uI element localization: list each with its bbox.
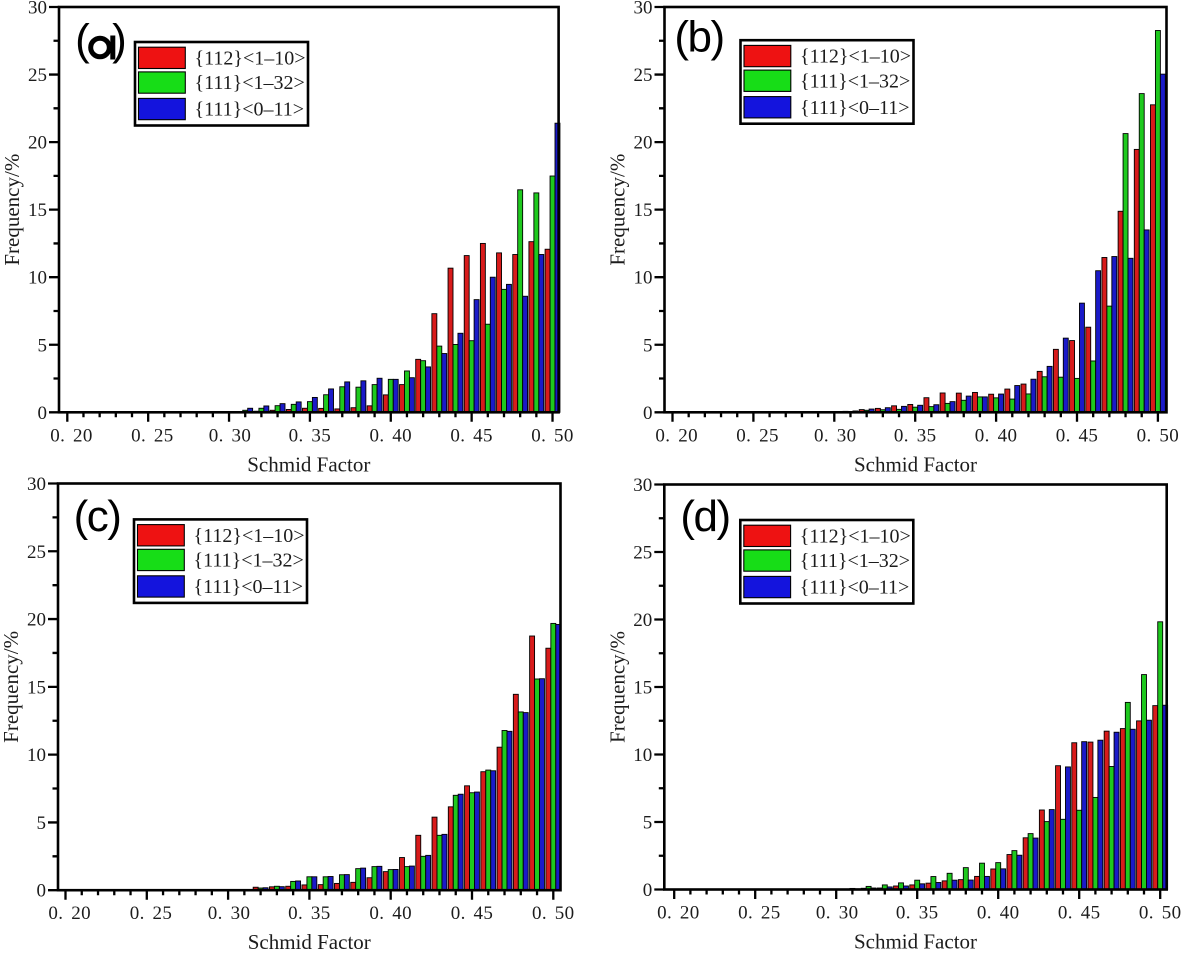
svg-text:0. 30: 0. 30 — [816, 903, 859, 924]
svg-text:(c): (c) — [74, 492, 121, 541]
svg-text:5: 5 — [643, 335, 653, 356]
svg-text:0. 35: 0. 35 — [289, 425, 332, 446]
svg-text:{111}<0–11>: {111}<0–11> — [195, 99, 305, 121]
svg-text:{112}<1–10>: {112}<1–10> — [194, 525, 305, 547]
svg-text:0. 25: 0. 25 — [738, 903, 781, 924]
svg-text:0. 50: 0. 50 — [1137, 425, 1180, 446]
svg-text:10: 10 — [633, 745, 652, 766]
svg-text:20: 20 — [634, 133, 653, 154]
svg-text:0: 0 — [643, 403, 653, 424]
svg-text:10: 10 — [28, 268, 47, 289]
svg-text:Frequency/%: Frequency/% — [605, 631, 629, 743]
svg-text:(b): (b) — [674, 13, 723, 62]
svg-text:20: 20 — [28, 133, 47, 154]
svg-text:0. 40: 0. 40 — [369, 903, 412, 924]
svg-text:0. 40: 0. 40 — [369, 425, 412, 446]
svg-text:30: 30 — [634, 0, 653, 19]
svg-text:0. 45: 0. 45 — [1058, 903, 1101, 924]
svg-text:0. 25: 0. 25 — [131, 425, 174, 446]
svg-text:0. 35: 0. 35 — [894, 425, 937, 446]
svg-text:Schmid Factor: Schmid Factor — [247, 452, 370, 476]
svg-text:15: 15 — [633, 678, 652, 699]
svg-text:25: 25 — [633, 543, 652, 564]
svg-text:Frequency/%: Frequency/% — [0, 154, 24, 266]
svg-text:{112}<1–10>: {112}<1–10> — [800, 46, 911, 68]
svg-text:{111}<1–32>: {111}<1–32> — [800, 550, 910, 572]
svg-text:25: 25 — [27, 542, 46, 563]
svg-text:0. 30: 0. 30 — [208, 903, 251, 924]
svg-text:0. 25: 0. 25 — [130, 903, 173, 924]
svg-text:Schmid Factor: Schmid Factor — [854, 930, 977, 954]
svg-text:0: 0 — [38, 403, 48, 424]
svg-text:0. 45: 0. 45 — [451, 903, 494, 924]
svg-text:(: ( — [75, 16, 90, 65]
svg-text:0. 25: 0. 25 — [736, 425, 779, 446]
svg-text:30: 30 — [27, 474, 46, 495]
svg-text:{111}<0–11>: {111}<0–11> — [800, 97, 910, 119]
svg-text:0. 30: 0. 30 — [814, 425, 857, 446]
svg-text:0. 20: 0. 20 — [48, 903, 91, 924]
svg-text:0. 50: 0. 50 — [531, 425, 574, 446]
svg-text:10: 10 — [634, 268, 653, 289]
svg-text:5: 5 — [37, 813, 47, 834]
svg-text:0. 35: 0. 35 — [896, 903, 939, 924]
svg-text:0. 35: 0. 35 — [288, 903, 331, 924]
svg-text:25: 25 — [28, 65, 47, 86]
svg-text:15: 15 — [27, 677, 46, 698]
svg-text:0. 30: 0. 30 — [209, 425, 252, 446]
svg-text:0. 45: 0. 45 — [450, 425, 493, 446]
svg-text:{111}<0–11>: {111}<0–11> — [800, 577, 910, 599]
svg-text:0: 0 — [643, 880, 653, 901]
svg-text:10: 10 — [27, 745, 46, 766]
svg-text:0. 40: 0. 40 — [977, 903, 1020, 924]
svg-text:{111}<1–32>: {111}<1–32> — [800, 70, 910, 92]
svg-text:{111}<0–11>: {111}<0–11> — [194, 576, 304, 598]
svg-text:Frequency/%: Frequency/% — [0, 631, 23, 743]
svg-text:0. 20: 0. 20 — [655, 425, 698, 446]
svg-text:0. 20: 0. 20 — [657, 903, 700, 924]
svg-text:25: 25 — [634, 65, 653, 86]
svg-text:15: 15 — [28, 200, 47, 221]
svg-text:0. 50: 0. 50 — [532, 903, 575, 924]
svg-text:20: 20 — [633, 610, 652, 631]
svg-text:0. 50: 0. 50 — [1139, 903, 1181, 924]
svg-text:30: 30 — [633, 475, 652, 496]
svg-text:15: 15 — [634, 200, 653, 221]
svg-text:5: 5 — [38, 335, 48, 356]
svg-text:0. 20: 0. 20 — [50, 425, 93, 446]
svg-text:Schmid Factor: Schmid Factor — [248, 930, 371, 954]
svg-text:Schmid Factor: Schmid Factor — [854, 452, 977, 476]
svg-text:{111}<1–32>: {111}<1–32> — [195, 72, 305, 94]
svg-text:Frequency/%: Frequency/% — [606, 154, 630, 266]
svg-text:0: 0 — [37, 881, 47, 902]
svg-text:30: 30 — [28, 0, 47, 19]
svg-text:20: 20 — [27, 610, 46, 631]
svg-text:{112}<1–10>: {112}<1–10> — [800, 526, 911, 548]
svg-text:(d): (d) — [680, 492, 729, 541]
svg-text:{112}<1–10>: {112}<1–10> — [195, 48, 306, 70]
svg-text:5: 5 — [643, 813, 653, 834]
svg-text:0. 45: 0. 45 — [1056, 425, 1099, 446]
svg-text:{111}<1–32>: {111}<1–32> — [194, 550, 304, 572]
svg-text:0. 40: 0. 40 — [975, 425, 1018, 446]
